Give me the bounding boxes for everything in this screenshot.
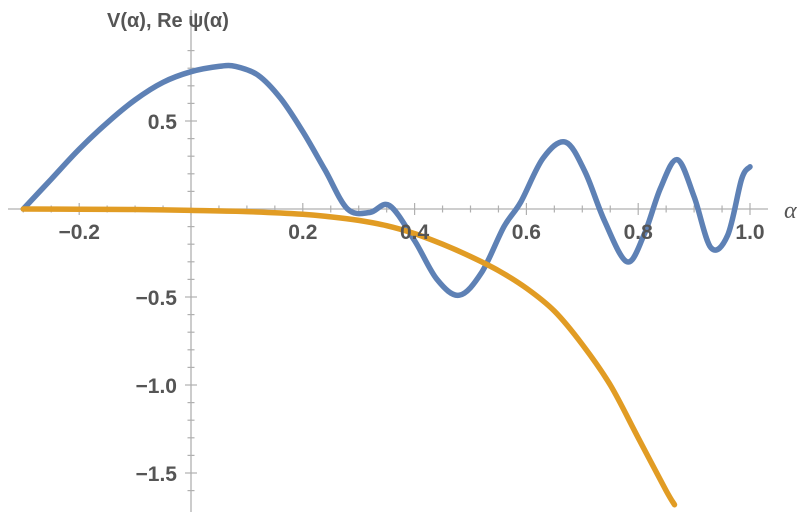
- x-tick-label: 0.2: [288, 221, 317, 244]
- axes: [8, 10, 768, 512]
- y-tick-label: −1.0: [136, 375, 177, 398]
- ticks: [22, 49, 751, 492]
- x-tick-label: −0.2: [58, 221, 99, 244]
- x-tick-label: 1.0: [735, 221, 764, 244]
- y-axis-title: V(α), Re ψ(α): [107, 10, 229, 32]
- tick-labels: −0.2 0.2 0.4 0.6 0.8 1.0 0.5 −0.5 −1.0 −1.5: [58, 111, 764, 486]
- y-tick-label: −1.5: [136, 463, 178, 486]
- x-axis-title: α: [784, 198, 797, 224]
- y-tick-label: −0.5: [136, 287, 178, 310]
- x-tick-label: 0.8: [624, 221, 654, 244]
- x-tick-label: 0.6: [512, 221, 541, 244]
- series-2-line: [20, 206, 678, 508]
- series-layer: [20, 62, 753, 508]
- y-tick-label: 0.5: [148, 111, 178, 134]
- series-1-line: [20, 62, 753, 298]
- x-tick-label: 0.4: [400, 221, 430, 244]
